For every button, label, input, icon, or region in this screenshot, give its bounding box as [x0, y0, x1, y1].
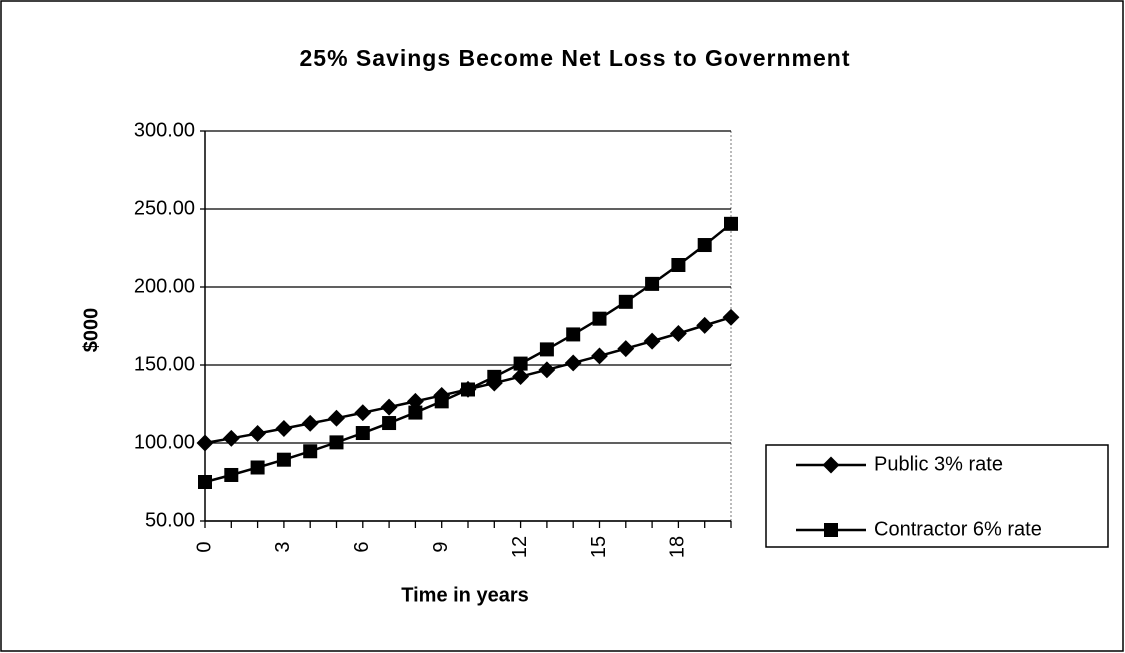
data-point	[329, 435, 344, 450]
data-point	[406, 392, 424, 410]
data-point	[276, 452, 291, 467]
data-point	[669, 325, 687, 342]
x-tick-label: 3	[272, 541, 294, 552]
data-point	[697, 238, 712, 253]
x-tick-label: 0	[193, 541, 215, 552]
data-point	[618, 294, 633, 309]
data-point	[461, 382, 475, 397]
data-point	[303, 444, 318, 459]
data-point	[354, 404, 372, 422]
y-axis-label: $000	[80, 308, 102, 353]
data-point	[224, 467, 239, 482]
data-point	[564, 354, 582, 372]
data-point	[355, 426, 370, 441]
data-point	[408, 405, 423, 420]
data-point	[434, 394, 449, 409]
y-tick-label: 250.00	[134, 197, 195, 219]
data-point	[539, 342, 554, 357]
x-tick-label: 6	[351, 541, 373, 552]
data-point	[643, 332, 661, 350]
x-axis-label: Time in years	[401, 584, 528, 606]
legend-label: Public 3% rate	[874, 453, 1003, 475]
legend-label: Contractor 6% rate	[874, 518, 1042, 540]
data-point	[198, 475, 212, 489]
y-tick-label: 200.00	[134, 275, 195, 297]
data-point	[513, 356, 528, 371]
data-point	[591, 347, 608, 365]
y-tick-label: 50.00	[145, 509, 195, 531]
data-point	[250, 460, 265, 475]
y-tick-label: 100.00	[134, 431, 195, 453]
data-point	[645, 276, 660, 291]
data-point	[696, 316, 714, 334]
data-point	[249, 425, 267, 442]
data-point	[724, 216, 738, 231]
data-point	[566, 327, 581, 342]
x-tick-label: 9	[430, 541, 452, 552]
data-point	[301, 414, 319, 432]
data-point	[196, 434, 214, 452]
chart-title: 25% Savings Become Net Loss to Governmen…	[300, 45, 851, 71]
data-point	[617, 340, 635, 358]
data-point	[380, 398, 398, 416]
data-point	[487, 369, 502, 384]
data-point	[328, 409, 345, 427]
data-point	[592, 311, 607, 326]
data-point	[275, 420, 293, 437]
data-point	[382, 416, 397, 431]
x-tick-label: 18	[667, 536, 689, 558]
legend-marker	[824, 523, 838, 537]
data-point	[538, 361, 556, 379]
data-point	[512, 368, 530, 385]
data-point	[671, 258, 686, 273]
x-tick-label: 15	[588, 536, 610, 558]
y-tick-label: 150.00	[134, 353, 195, 375]
y-tick-label: 300.00	[134, 119, 195, 141]
x-tick-label: 12	[509, 536, 531, 558]
data-point	[222, 429, 240, 447]
legend-marker	[822, 456, 840, 474]
data-point	[722, 308, 740, 326]
